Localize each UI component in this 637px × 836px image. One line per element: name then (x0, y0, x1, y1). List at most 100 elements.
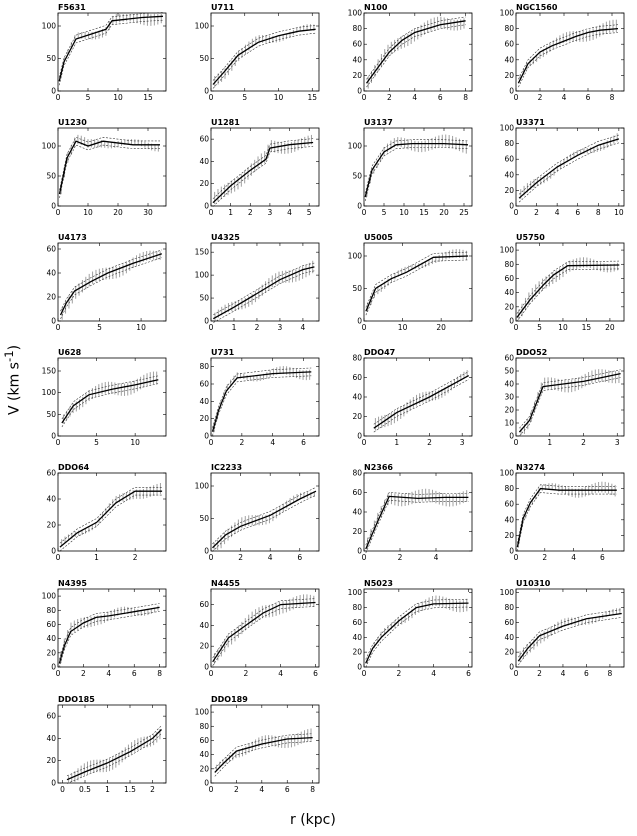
x-tick-label: 25 (459, 208, 469, 217)
y-tick-label: 60 (199, 135, 209, 144)
y-tick-label: 150 (42, 367, 57, 376)
y-tick-label: 20 (504, 186, 514, 195)
y-tick-label: 40 (46, 734, 56, 743)
panel-frame (363, 242, 473, 322)
x-tick-label: 5 (86, 93, 91, 102)
y-tick-label: 150 (195, 248, 210, 257)
panel-ic2233: IC2233 0 2 4 6 0 50 100 (195, 463, 320, 562)
y-tick-label: 80 (199, 362, 209, 371)
model-curve (214, 736, 313, 773)
x-tick-label: 10 (614, 208, 624, 217)
model-lower (365, 499, 469, 554)
model-upper (59, 487, 163, 544)
model-curve (61, 379, 159, 424)
y-tick-label: 40 (504, 515, 514, 524)
y-tick-label: 0 (204, 432, 209, 441)
y-tick-label: 0 (51, 202, 56, 211)
y-tick-label: 80 (504, 139, 514, 148)
x-tick-label: 0 (209, 438, 214, 447)
y-tick-label: 40 (46, 495, 56, 504)
y-tick-label: 10 (504, 419, 514, 428)
model-upper (517, 484, 617, 544)
observed-data (213, 594, 315, 665)
model-upper (59, 136, 160, 191)
y-tick-label: 50 (504, 367, 514, 376)
x-tick-label: 0 (209, 669, 214, 678)
y-tick-label: 50 (46, 54, 56, 63)
panel-title: U1230 (58, 118, 87, 127)
y-tick-label: 60 (504, 500, 514, 509)
x-tick-label: 8 (610, 93, 615, 102)
model-lower (212, 32, 316, 89)
panel-title: U1281 (211, 118, 240, 127)
observed-data (213, 366, 311, 433)
panel-title: N3274 (516, 463, 545, 472)
observed-data (214, 24, 315, 88)
x-tick-label: 10 (83, 208, 93, 217)
y-tick-label: 100 (500, 469, 515, 478)
x-tick-label: 4 (259, 785, 264, 794)
x-tick-label: 10 (136, 323, 146, 332)
x-tick-label: 2 (537, 669, 542, 678)
x-tick-label: 15 (143, 93, 153, 102)
panel-title: DDO52 (516, 348, 547, 357)
y-tick-label: 0 (204, 663, 209, 672)
model-lower (364, 147, 469, 201)
observed-data (68, 728, 161, 783)
x-tick-label: 2 (542, 553, 547, 562)
model-lower (59, 494, 163, 552)
x-tick-label: 30 (143, 208, 153, 217)
observed-data (61, 483, 161, 547)
panel-frame (363, 588, 473, 668)
x-tick-label: 4 (562, 93, 567, 102)
model-upper (212, 598, 316, 659)
y-tick-label: 20 (46, 756, 56, 765)
x-tick-label: 0 (56, 553, 61, 562)
panel-frame (57, 588, 167, 668)
x-tick-label: 0 (514, 553, 519, 562)
x-tick-label: 0 (56, 208, 61, 217)
y-tick-label: 0 (204, 779, 209, 788)
y-tick-label: 40 (46, 634, 56, 643)
x-tick-label: 4 (106, 669, 111, 678)
y-tick-label: 20 (504, 531, 514, 540)
x-tick-label: 4 (412, 93, 417, 102)
y-tick-label: 60 (504, 274, 514, 283)
y-tick-label: 80 (504, 24, 514, 33)
x-tick-label: 0 (209, 553, 214, 562)
panel-title: N5023 (364, 579, 393, 588)
x-tick-label: 8 (608, 669, 613, 678)
model-upper (365, 492, 469, 546)
x-tick-label: 2 (427, 438, 432, 447)
x-tick-label: 1 (232, 323, 237, 332)
x-tick-label: 4 (278, 669, 283, 678)
x-tick-label: 10 (130, 438, 140, 447)
y-tick-label: 0 (509, 202, 514, 211)
model-lower (365, 606, 469, 668)
y-tick-label: 40 (504, 633, 514, 642)
panel-title: NGC1560 (516, 3, 558, 12)
x-tick-label: 0 (514, 93, 519, 102)
model-curve (373, 375, 470, 429)
y-tick-label: 0 (51, 317, 56, 326)
y-tick-label: 20 (199, 179, 209, 188)
panel-u4325: U4325 0 1 2 3 4 0 50 100 150 (195, 233, 320, 332)
y-tick-label: 100 (195, 482, 210, 491)
y-tick-label: 100 (348, 9, 363, 18)
x-tick-label: 0 (209, 93, 214, 102)
model-lower (59, 611, 160, 668)
observed-data (214, 134, 312, 205)
model-curve (58, 140, 160, 195)
panel-title: DDO189 (211, 695, 248, 704)
x-tick-label: 6 (600, 553, 605, 562)
panel-title: U731 (211, 348, 235, 357)
panel-title: DDO185 (58, 695, 95, 704)
y-tick-label: 20 (352, 527, 362, 536)
